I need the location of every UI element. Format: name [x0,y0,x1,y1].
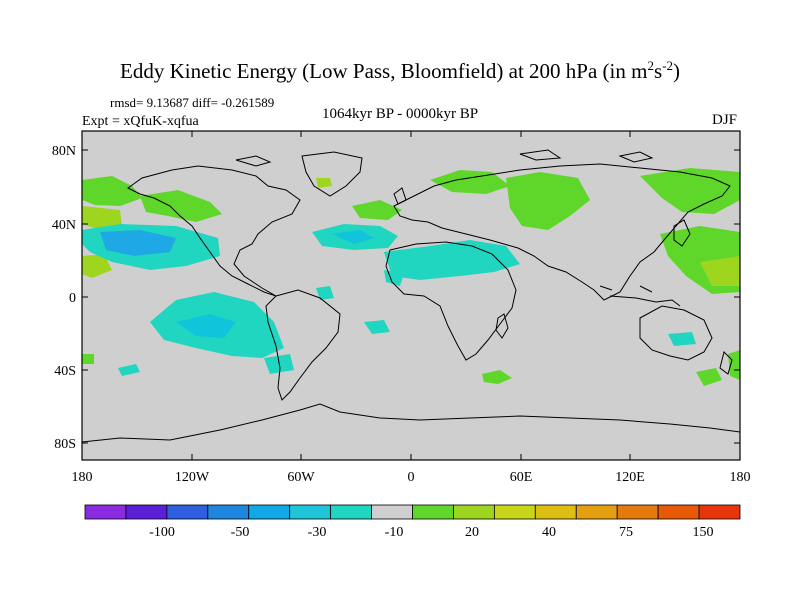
coast-africa [385,241,517,361]
colorbar-swatch [289,504,332,520]
neg-region-mid-atlantic-core [332,230,374,244]
colorbar-swatch [84,504,127,520]
pos-region-indian-ocean [482,370,512,384]
pos-region-scandinavia [430,170,510,194]
colorbar-swatch [616,504,659,520]
pos-region-north-pacific-east [82,206,122,230]
pos-region-s-atlantic-edge [82,354,94,364]
colorbar-label: -50 [231,525,250,540]
colorbar-label: -30 [308,525,327,540]
lon-label: 120W [175,470,210,485]
neg-region-ne-pacific-core [100,230,176,256]
lat-label: 0 [69,291,76,306]
neg-region-s-pacific-core [176,314,236,338]
pos-region-e-pacific-small [82,254,112,278]
pos-region-s-pacific-edge [728,350,740,380]
map-area [81,130,741,461]
colorbar-swatch [125,504,168,520]
lon-label: 60E [510,470,533,485]
colorbar-swatch [575,504,618,520]
lon-label: 0 [408,470,415,485]
pos-region-n-america-west [140,190,222,222]
coast-north-america [127,165,301,297]
pos-region-nw-pacific [82,176,142,206]
pos-region-n-atlantic [352,200,402,220]
coastlines [81,149,741,443]
colorbar-label: 150 [693,525,714,540]
colorbar-swatch [453,504,495,520]
longitude-labels: 180 120W 60W 0 60E 120E 180 [72,470,751,485]
colorbar-swatch [371,504,413,520]
coast-antarctica [81,403,741,443]
negative-anomaly-regions [82,224,696,376]
coast-eurasia [393,163,731,301]
pos-region-w-pacific-core [700,256,740,286]
lat-label: 40N [52,218,76,233]
colorbar-swatch [493,504,536,520]
colorbar-labels: -100 -50 -30 -10 20 40 75 150 [149,525,713,540]
colorbar-swatch [698,504,741,520]
plot-title: Eddy Kinetic Energy (Low Pass, Bloomfiel… [120,58,680,83]
lat-label: 80S [54,437,76,452]
neg-region-n-africa [384,240,520,280]
colorbar-swatch [330,504,372,520]
coast-arctic-islands [235,149,654,167]
colorbar-swatch [534,504,577,520]
lon-label: 60W [287,470,315,485]
rmsd-diff-text: rmsd= 9.13687 diff= -0.261589 [110,95,275,110]
season-text: DJF [712,112,738,128]
colorbar-swatch [412,504,454,520]
colorbar-label: 75 [619,525,633,540]
lon-label: 180 [72,470,93,485]
ticks [82,131,740,460]
coast-greenland [301,151,363,197]
colorbar-swatch [248,504,291,520]
colorbar [84,504,741,520]
colorbar-swatch [207,504,250,520]
coast-japan [673,219,691,247]
coast-indonesia [599,285,681,307]
neg-region-australia-east [668,332,696,346]
neg-region-s-pacific-w-small [118,364,140,376]
colorbar-swatch [657,504,700,520]
lon-label: 120E [615,470,645,485]
coast-australia [639,305,713,361]
coast-madagascar [495,313,509,339]
pos-region-europe-east [506,172,590,230]
coast-uk [393,187,407,205]
colorbar-swatch [166,504,209,520]
experiment-text: Expt = xQfuK-xqfua [82,114,199,129]
period-text: 1064kyr BP - 0000kyr BP [322,106,479,122]
pos-region-arctic-lapland [316,178,332,188]
positive-anomaly-regions [82,168,740,386]
pos-region-s-pacific [696,368,722,386]
colorbar-label: 40 [542,525,556,540]
lon-label: 180 [730,470,751,485]
coast-south-america [265,289,341,401]
lat-label: 80N [52,144,76,159]
neg-region-southwest-atlantic [316,286,334,300]
colorbar-label: -10 [385,525,404,540]
latitude-labels: 80N 40N 0 40S 80S [52,144,76,452]
colorbar-label: 20 [465,525,479,540]
coast-new-zealand [719,351,733,375]
map-background [82,131,740,460]
lat-label: 40S [54,364,76,379]
colorbar-label: -100 [149,525,175,540]
neg-region-s-atlantic-small [364,320,390,334]
